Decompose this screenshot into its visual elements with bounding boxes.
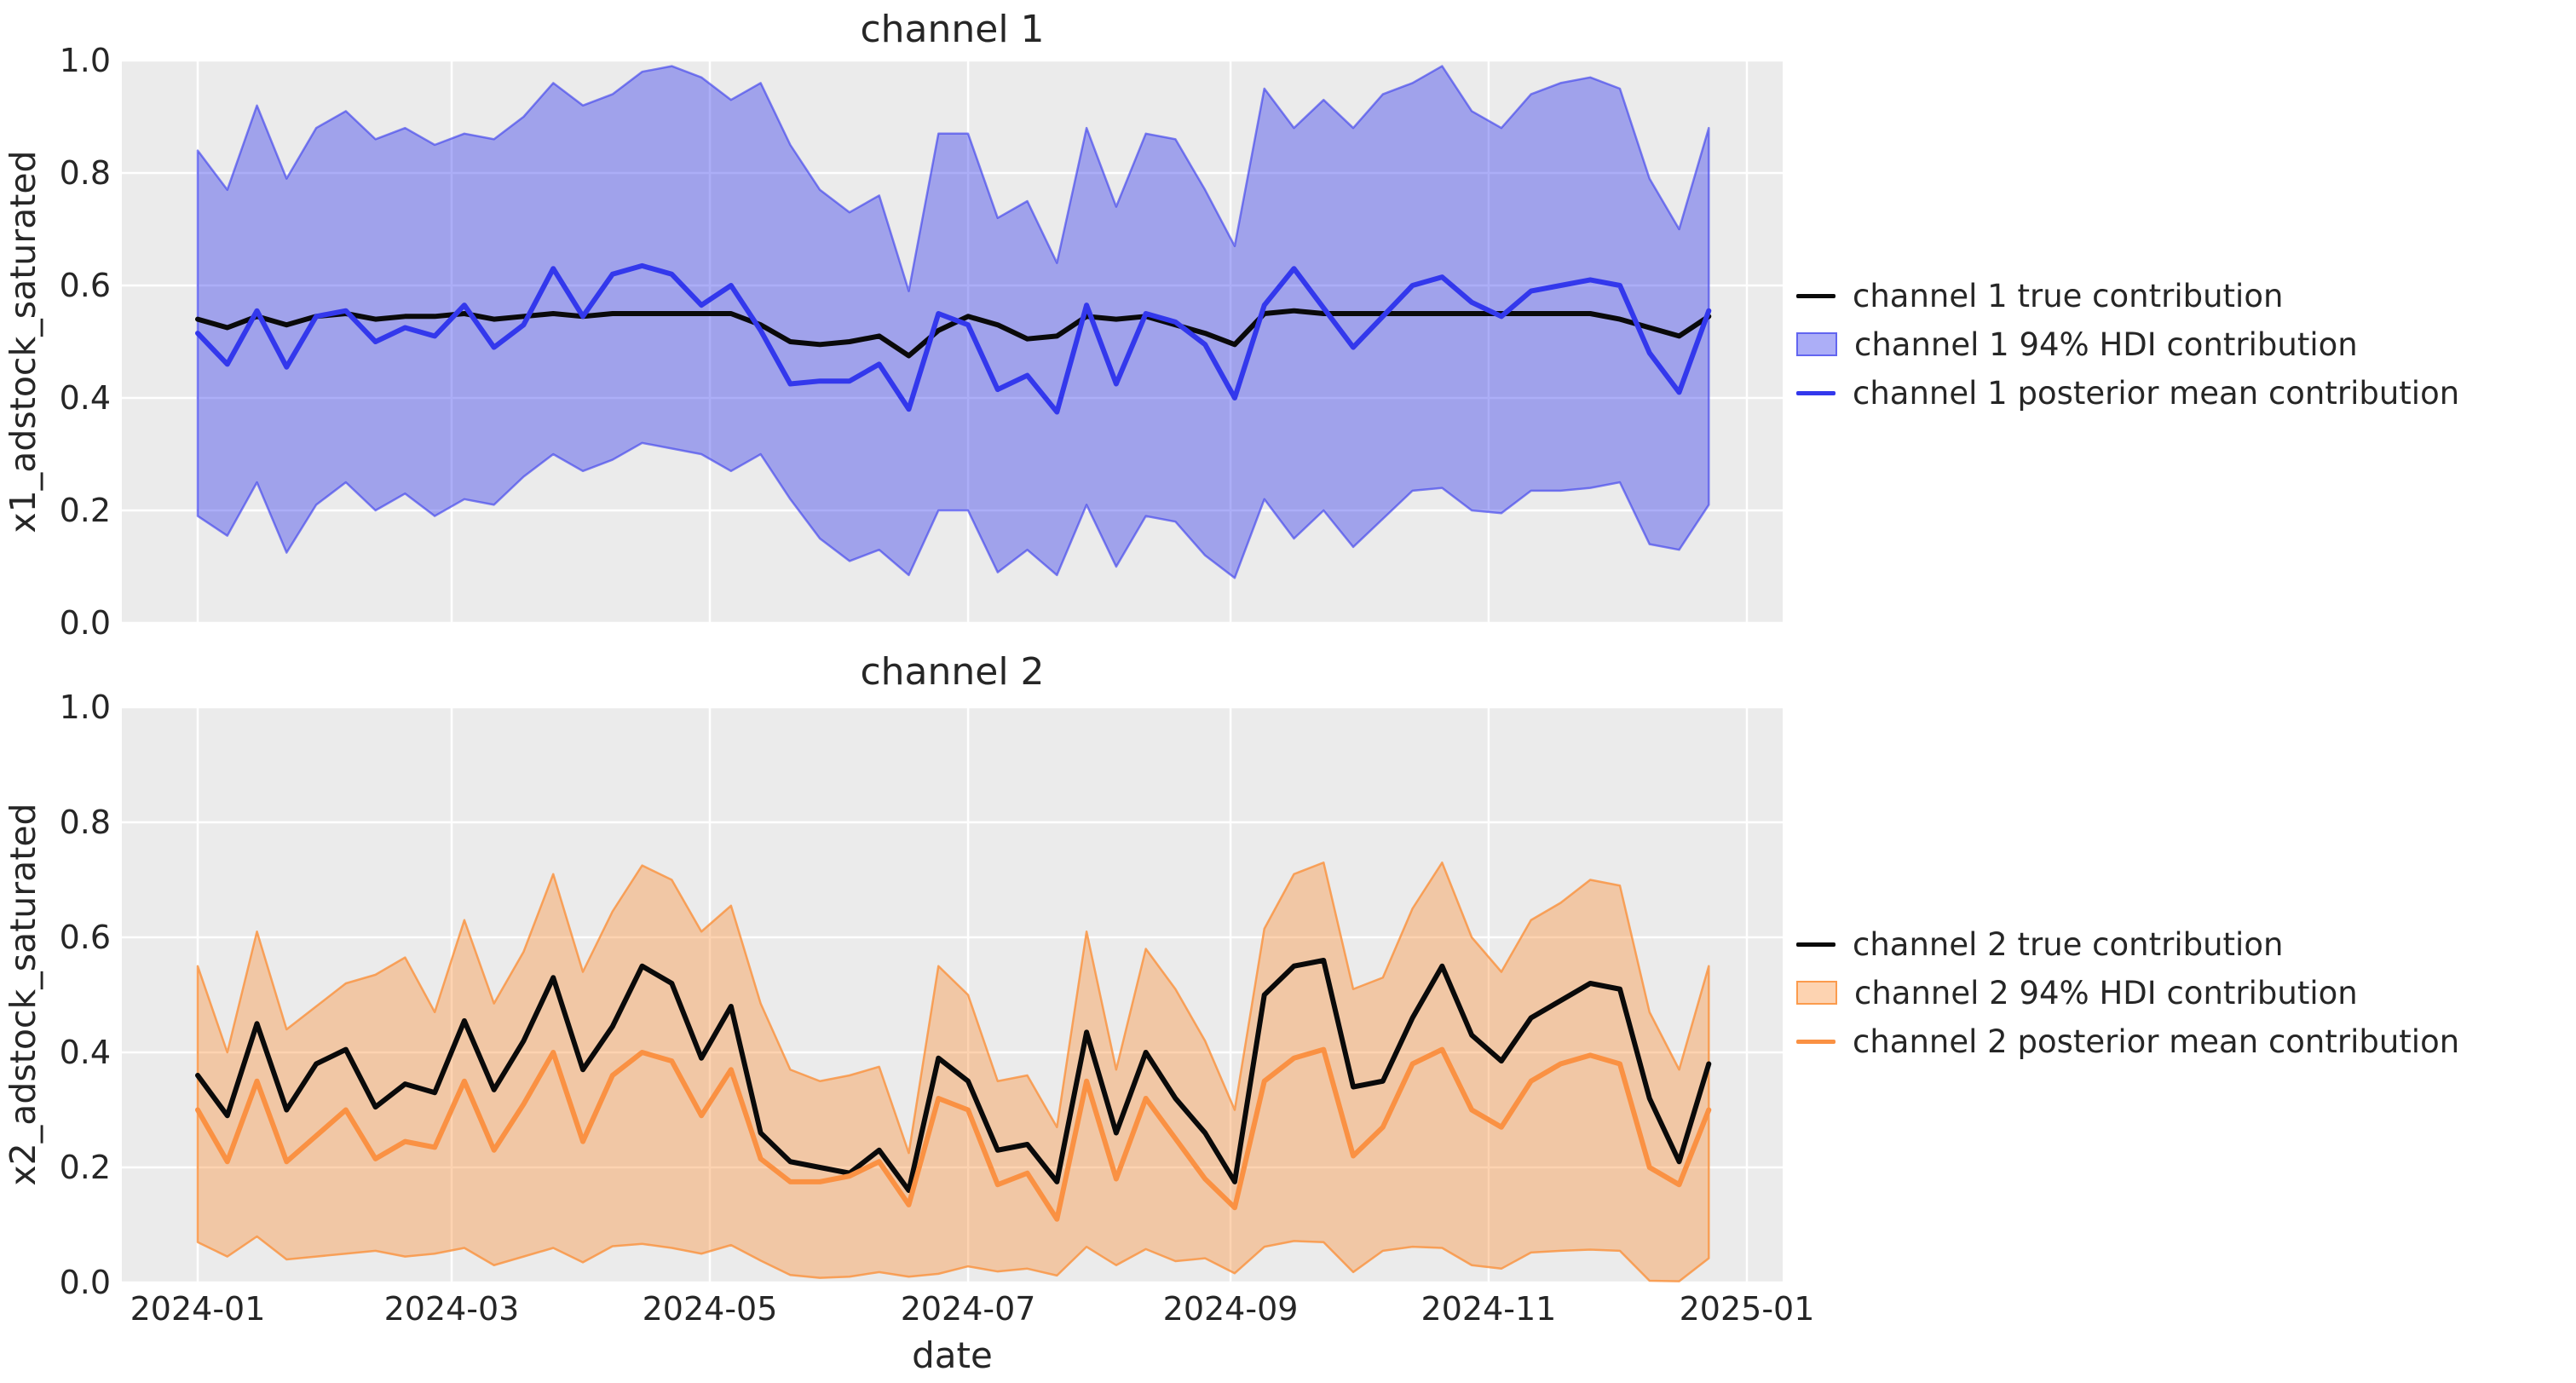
subplot-1-canvas (122, 61, 1783, 623)
posterior-mean-line-swatch-icon (1796, 1039, 1835, 1044)
x-tick-label: 2024-09 (1162, 1290, 1299, 1328)
y-tick-label: 0.8 (59, 154, 111, 192)
y-tick-label: 0.2 (59, 1149, 111, 1186)
posterior-mean-line-swatch-icon (1796, 390, 1835, 395)
x-axis-label: date (912, 1334, 993, 1376)
legend-item-label: channel 2 94% HDI contribution (1854, 974, 2358, 1011)
subplot-2-canvas (122, 707, 1783, 1282)
legend-item: channel 1 posterior mean contribution (1796, 369, 2459, 417)
true-line-swatch-icon (1796, 942, 1835, 947)
hdi-band-swatch-icon (1796, 332, 1837, 356)
legend-item-label: channel 2 true contribution (1853, 925, 2284, 963)
legend-item: channel 1 true contribution (1796, 272, 2283, 320)
x-tick-label: 2024-11 (1421, 1290, 1557, 1328)
legend-item-label: channel 2 posterior mean contribution (1853, 1023, 2460, 1060)
subplot-2-title: channel 2 (860, 650, 1045, 694)
x-tick-label: 2024-01 (130, 1290, 266, 1328)
y-tick-label: 0.4 (59, 379, 111, 417)
subplot-2-plot-area (122, 707, 1783, 1282)
legend-item-label: channel 1 94% HDI contribution (1854, 326, 2358, 363)
legend-item: channel 2 posterior mean contribution (1796, 1017, 2459, 1065)
legend-item-label: channel 1 true contribution (1853, 277, 2284, 314)
y-tick-label: 1.0 (59, 42, 111, 79)
legend-item: channel 2 94% HDI contribution (1796, 969, 2358, 1017)
x-tick-label: 2024-07 (900, 1290, 1036, 1328)
y-tick-label: 0.8 (59, 804, 111, 841)
hdi-band-swatch-icon (1796, 981, 1837, 1005)
x-tick-label: 2025-01 (1679, 1290, 1815, 1328)
y-tick-label: 0.6 (59, 267, 111, 304)
x-tick-label: 2024-05 (642, 1290, 778, 1328)
y-tick-label: 0.4 (59, 1034, 111, 1071)
y-tick-label: 0.2 (59, 492, 111, 529)
x-tick-label: 2024-03 (383, 1290, 520, 1328)
y-tick-label: 1.0 (59, 689, 111, 726)
true-line-swatch-icon (1796, 293, 1835, 298)
y-tick-label: 0.0 (59, 604, 111, 642)
y-tick-label: 0.0 (59, 1264, 111, 1301)
legend-item: channel 1 94% HDI contribution (1796, 320, 2358, 368)
y-tick-label: 0.6 (59, 919, 111, 956)
legend-item: channel 2 true contribution (1796, 920, 2283, 968)
subplot-1-plot-area (122, 61, 1783, 623)
subplot-1-title: channel 1 (860, 8, 1045, 51)
legend-item-label: channel 1 posterior mean contribution (1853, 374, 2460, 412)
